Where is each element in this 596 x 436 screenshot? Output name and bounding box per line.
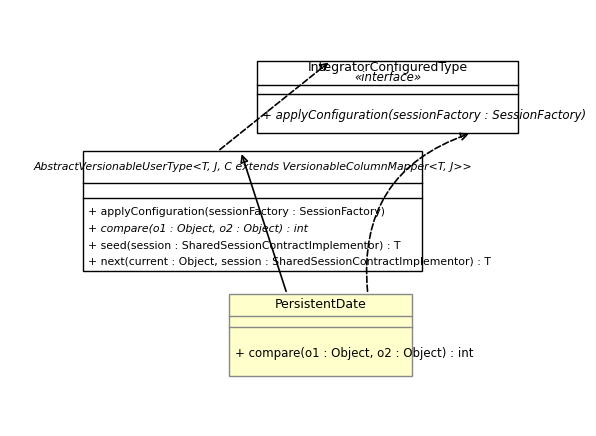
Bar bbox=[229, 294, 412, 376]
Text: + applyConfiguration(sessionFactory : SessionFactory): + applyConfiguration(sessionFactory : Se… bbox=[262, 109, 586, 122]
Text: IntegratorConfiguredType: IntegratorConfiguredType bbox=[308, 61, 467, 74]
Text: PersistentDate: PersistentDate bbox=[275, 298, 367, 311]
Text: + next(current : Object, session : SharedSessionContractImplementor) : T: + next(current : Object, session : Share… bbox=[88, 257, 491, 267]
Bar bbox=[257, 61, 518, 133]
Text: + seed(session : SharedSessionContractImplementor) : T: + seed(session : SharedSessionContractIm… bbox=[88, 241, 401, 251]
Text: «interface»: «interface» bbox=[354, 71, 421, 84]
Text: AbstractVersionableUserType<T, J, C extends VersionableColumnMapper<T, J>>: AbstractVersionableUserType<T, J, C exte… bbox=[33, 162, 472, 172]
Text: + compare(o1 : Object, o2 : Object) : int: + compare(o1 : Object, o2 : Object) : in… bbox=[235, 347, 473, 360]
Text: + compare(o1 : Object, o2 : Object) : int: + compare(o1 : Object, o2 : Object) : in… bbox=[88, 224, 308, 234]
Bar bbox=[83, 151, 423, 270]
Text: + applyConfiguration(sessionFactory : SessionFactory): + applyConfiguration(sessionFactory : Se… bbox=[88, 208, 386, 218]
